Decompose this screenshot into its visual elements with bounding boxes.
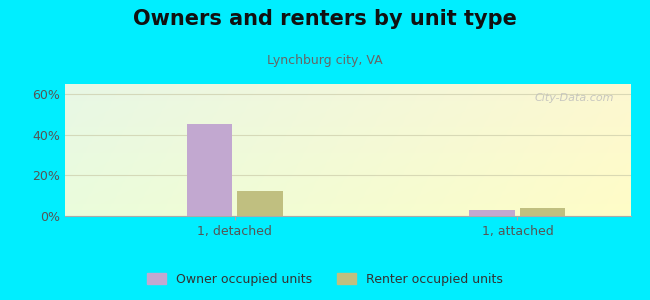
- Bar: [469, 210, 515, 216]
- Text: City-Data.com: City-Data.com: [534, 93, 614, 103]
- Bar: [187, 124, 232, 216]
- Bar: [237, 190, 283, 216]
- Bar: [520, 208, 566, 216]
- Text: Lynchburg city, VA: Lynchburg city, VA: [267, 54, 383, 67]
- Text: Owners and renters by unit type: Owners and renters by unit type: [133, 9, 517, 29]
- Legend: Owner occupied units, Renter occupied units: Owner occupied units, Renter occupied un…: [142, 268, 508, 291]
